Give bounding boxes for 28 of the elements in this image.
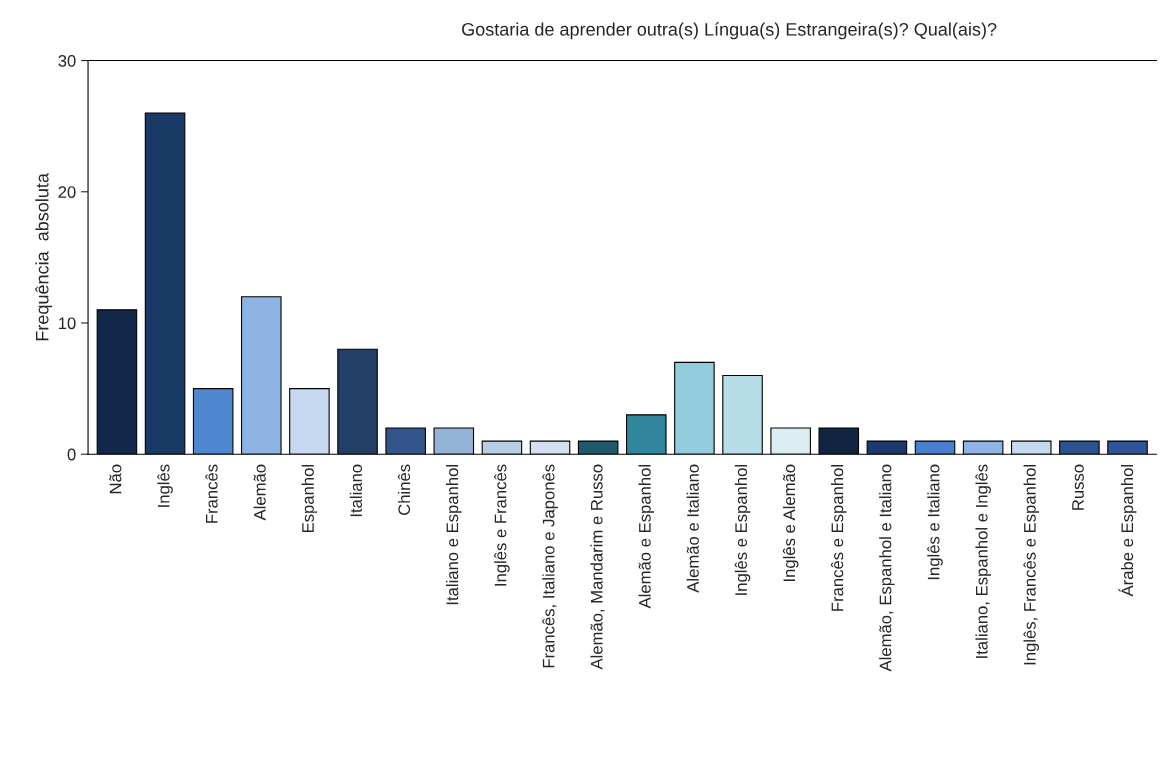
x-tick-label: Alemão e Italiano (686, 464, 699, 593)
x-tick-label: Inglês (157, 464, 173, 507)
x-tick-label: Não (109, 464, 122, 494)
y-axis-title: Frequência absoluta (35, 173, 53, 341)
x-tick-label: Inglês, Francês e Espanhol (1023, 465, 1040, 665)
x-tick-label: Inglês e Francês (494, 464, 510, 586)
chart-title: Gostaria de aprender outra(s) Língua(s) Estrangeira(s)? Qual(ais)? (462, 22, 997, 40)
x-tick-label: Alemão (253, 464, 266, 521)
x-tick-label: Italiano (349, 464, 363, 517)
x-tick-label: Russo (1072, 464, 1084, 510)
y-tick-label: 10 (58, 317, 76, 330)
x-tick-label: Francês, Italiano e Japonês (542, 464, 558, 668)
x-tick-label: Francês (205, 464, 218, 523)
x-tick-label: Árabe e Espanhol (1118, 465, 1137, 597)
x-tick-label: Alemão, Mandarim e Russo (590, 464, 605, 670)
y-tick-label: 20 (58, 186, 76, 198)
x-tick-label: Francês e Espanhol (830, 465, 847, 611)
x-tick-label: Alemão e Espanhol (638, 465, 655, 609)
y-tick-label: 0 (67, 448, 76, 461)
x-tick-label: Chinês (397, 464, 411, 515)
x-tick-label: Inglês e Alemão (782, 464, 799, 581)
x-tick-label: Inglês e Espanhol (734, 465, 751, 595)
x-tick-label: Italiano, Espanhol e Inglês (975, 464, 991, 658)
x-tick-label: Italiano e Espanhol (446, 465, 462, 605)
y-tick-label: 30 (58, 54, 76, 67)
x-tick-label: Espanhol (301, 465, 318, 533)
x-tick-label: Alemão, Espanhol e Italiano (879, 464, 895, 672)
x-tick-label: Inglês e Italiano (927, 464, 943, 580)
